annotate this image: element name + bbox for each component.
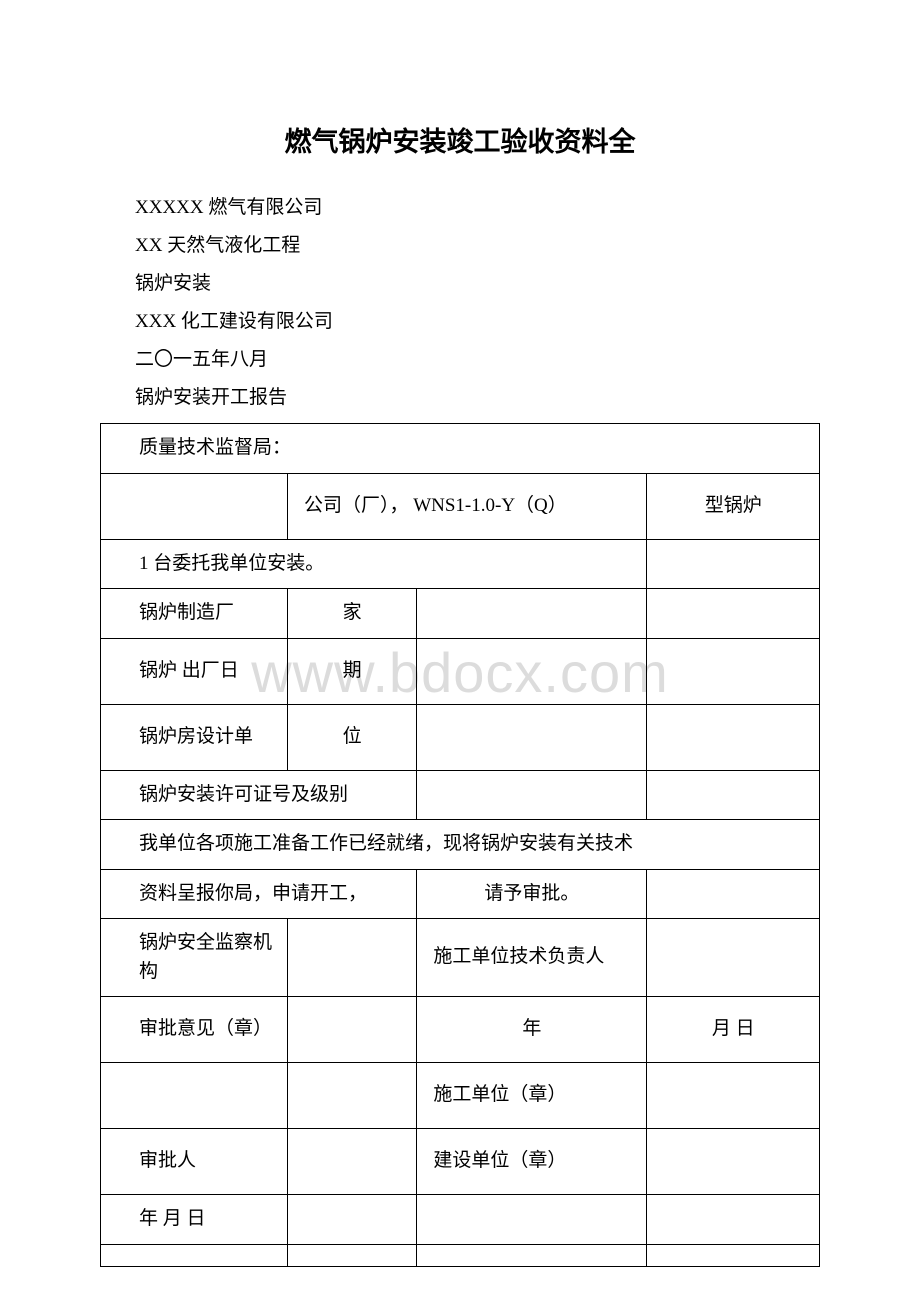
cell-empty — [417, 1195, 647, 1245]
cell-date-label: 年 月 日 — [101, 1195, 288, 1245]
meta-project: XX 天然气液化工程 — [135, 227, 820, 265]
meta-subject: 锅炉安装 — [135, 265, 820, 303]
table-row: 锅炉制造厂 家 — [101, 589, 820, 639]
cell-approve-request: 请予审批。 — [417, 869, 647, 919]
table-row: 锅炉安装许可证号及级别 — [101, 770, 820, 820]
cell-empty — [287, 1244, 416, 1266]
cell-safety-org-label: 锅炉安全监察机构 — [101, 919, 288, 997]
cell-build-unit-label: 建设单位（章） — [417, 1129, 647, 1195]
cell-empty — [647, 704, 820, 770]
cell-license-label: 锅炉安装许可证号及级别 — [101, 770, 417, 820]
cell-empty — [647, 638, 820, 704]
table-row: 审批意见（章） 年 月 日 — [101, 997, 820, 1063]
cell-empty — [287, 997, 416, 1063]
cell-empty — [101, 1244, 288, 1266]
cell-submit-text: 资料呈报你局，申请开工， — [101, 869, 417, 919]
cell-empty — [417, 589, 647, 639]
table-row: 锅炉 出厂日 期 — [101, 638, 820, 704]
cell-company-model: 公司（厂）， WNS1-1.0-Y（Q） — [287, 473, 646, 539]
meta-contractor: XXX 化工建设有限公司 — [135, 303, 820, 341]
cell-empty — [287, 1063, 416, 1129]
table-row: 1 台委托我单位安装。 — [101, 539, 820, 589]
cell-entrust: 1 台委托我单位安装。 — [101, 539, 647, 589]
cell-design-unit-label: 锅炉房设计单 — [101, 704, 288, 770]
table-row — [101, 1244, 820, 1266]
cell-empty — [287, 1195, 416, 1245]
cell-empty — [647, 589, 820, 639]
cell-manufacturer-suffix: 家 — [287, 589, 416, 639]
cell-empty — [417, 770, 647, 820]
table-row: 资料呈报你局，申请开工， 请予审批。 — [101, 869, 820, 919]
cell-month-day-label: 月 日 — [647, 997, 820, 1063]
meta-report-title: 锅炉安装开工报告 — [135, 379, 820, 417]
cell-empty — [417, 1244, 647, 1266]
document-title: 燃气锅炉安装竣工验收资料全 — [100, 120, 820, 159]
cell-design-unit-suffix: 位 — [287, 704, 416, 770]
cell-empty — [647, 1063, 820, 1129]
cell-empty — [647, 919, 820, 997]
cell-tech-leader-label: 施工单位技术负责人 — [417, 919, 647, 997]
cell-boiler-type: 型锅炉 — [647, 473, 820, 539]
cell-factory-date-label: 锅炉 出厂日 — [101, 638, 288, 704]
cell-addressee: 质量技术监督局： — [101, 424, 820, 474]
table-row: 锅炉房设计单 位 — [101, 704, 820, 770]
cell-manufacturer-label: 锅炉制造厂 — [101, 589, 288, 639]
document-page: 燃气锅炉安装竣工验收资料全 XXXXX 燃气有限公司 XX 天然气液化工程 锅炉… — [0, 0, 920, 1307]
cell-preparation-text: 我单位各项施工准备工作已经就绪，现将锅炉安装有关技术 — [101, 820, 820, 870]
table-row: 质量技术监督局： — [101, 424, 820, 474]
cell-empty — [647, 770, 820, 820]
cell-empty — [101, 1063, 288, 1129]
cell-empty — [647, 869, 820, 919]
table-row: 公司（厂）， WNS1-1.0-Y（Q） 型锅炉 — [101, 473, 820, 539]
cell-empty — [647, 1129, 820, 1195]
cell-factory-date-suffix: 期 — [287, 638, 416, 704]
cell-construction-unit-label: 施工单位（章） — [417, 1063, 647, 1129]
cell-empty — [417, 704, 647, 770]
cell-year-label: 年 — [417, 997, 647, 1063]
meta-date: 二〇一五年八月 — [135, 341, 820, 379]
cell-empty — [647, 1244, 820, 1266]
cell-approver-label: 审批人 — [101, 1129, 288, 1195]
cell-empty — [647, 1195, 820, 1245]
report-table: 质量技术监督局： 公司（厂）， WNS1-1.0-Y（Q） 型锅炉 1 台委托我… — [100, 423, 820, 1267]
table-row: 锅炉安全监察机构 施工单位技术负责人 — [101, 919, 820, 997]
table-row: 审批人 建设单位（章） — [101, 1129, 820, 1195]
cell-empty — [647, 539, 820, 589]
cell-empty — [101, 473, 288, 539]
cell-empty — [417, 638, 647, 704]
cell-approval-opinion-label: 审批意见（章） — [101, 997, 288, 1063]
table-row: 年 月 日 — [101, 1195, 820, 1245]
cell-empty — [287, 919, 416, 997]
cell-empty — [287, 1129, 416, 1195]
table-row: 我单位各项施工准备工作已经就绪，现将锅炉安装有关技术 — [101, 820, 820, 870]
table-row: 施工单位（章） — [101, 1063, 820, 1129]
meta-company: XXXXX 燃气有限公司 — [135, 189, 820, 227]
